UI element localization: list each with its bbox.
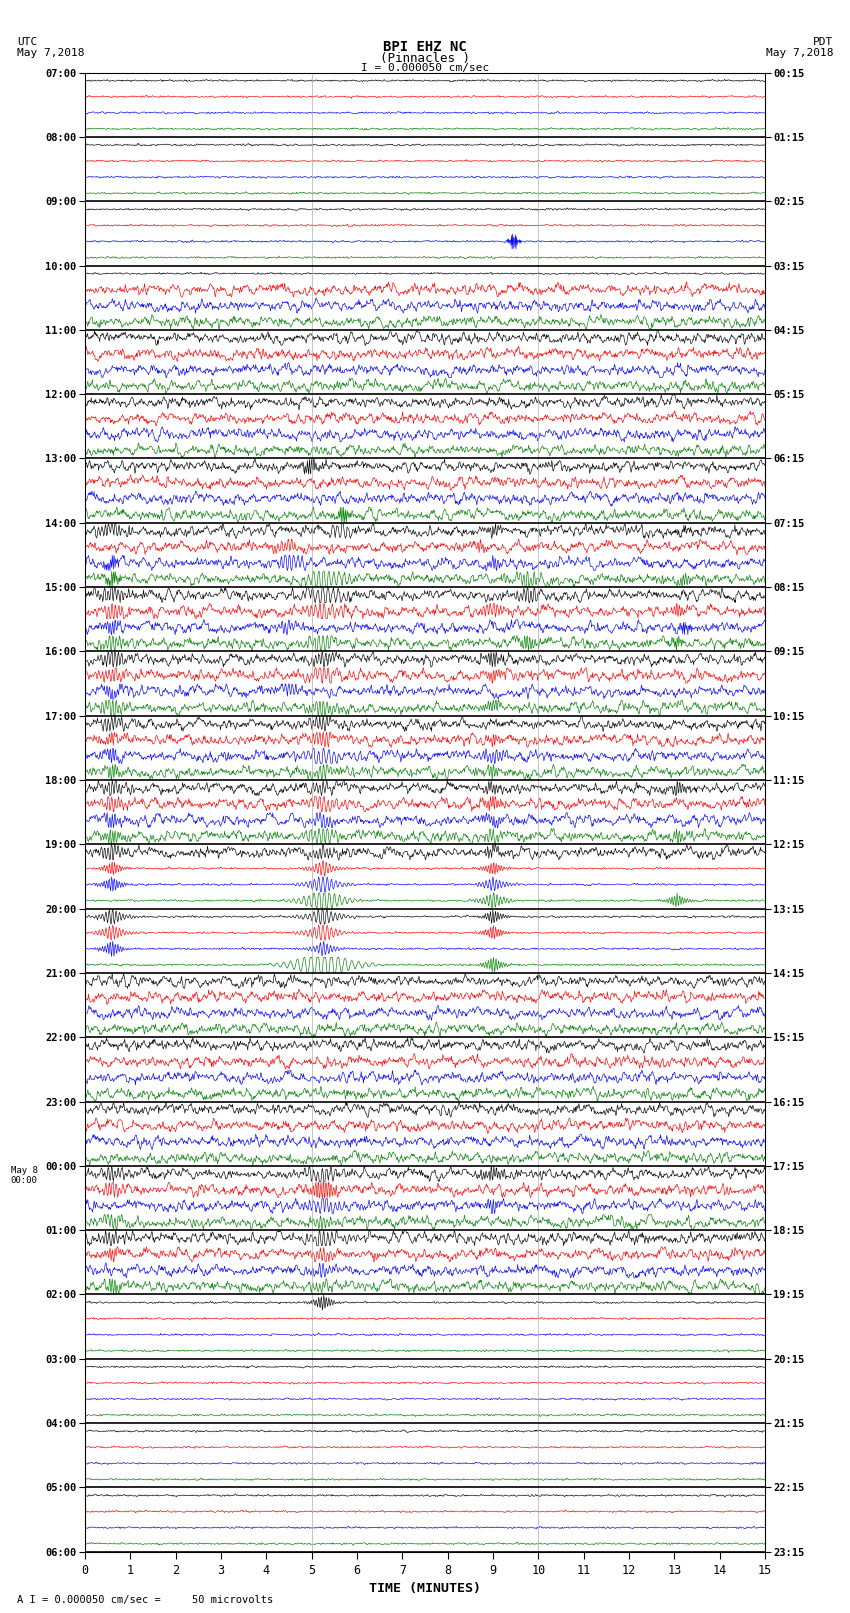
Text: I = 0.000050 cm/sec: I = 0.000050 cm/sec	[361, 63, 489, 73]
Text: May 7,2018: May 7,2018	[766, 48, 833, 58]
Text: PDT: PDT	[813, 37, 833, 47]
Text: UTC: UTC	[17, 37, 37, 47]
Text: BPI EHZ NC: BPI EHZ NC	[383, 40, 467, 55]
Text: May 7,2018: May 7,2018	[17, 48, 84, 58]
X-axis label: TIME (MINUTES): TIME (MINUTES)	[369, 1582, 481, 1595]
Text: May 8
00:00: May 8 00:00	[10, 1166, 37, 1186]
Text: (Pinnacles ): (Pinnacles )	[380, 52, 470, 65]
Text: A I = 0.000050 cm/sec =     50 microvolts: A I = 0.000050 cm/sec = 50 microvolts	[17, 1595, 273, 1605]
